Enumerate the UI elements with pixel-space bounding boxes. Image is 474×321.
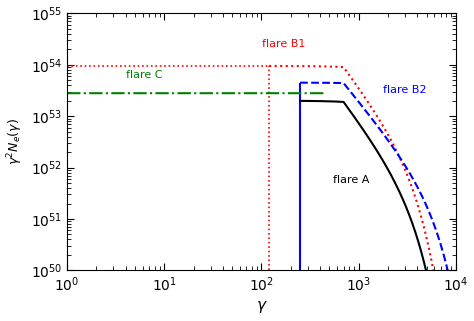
Y-axis label: $\gamma^2 N_e(\gamma)$: $\gamma^2 N_e(\gamma)$ bbox=[6, 118, 25, 165]
Text: flare C: flare C bbox=[126, 70, 162, 80]
Text: flare B2: flare B2 bbox=[383, 85, 427, 95]
Text: flare A: flare A bbox=[333, 175, 370, 185]
Text: flare B1: flare B1 bbox=[262, 39, 306, 49]
X-axis label: $\gamma$: $\gamma$ bbox=[255, 299, 267, 316]
